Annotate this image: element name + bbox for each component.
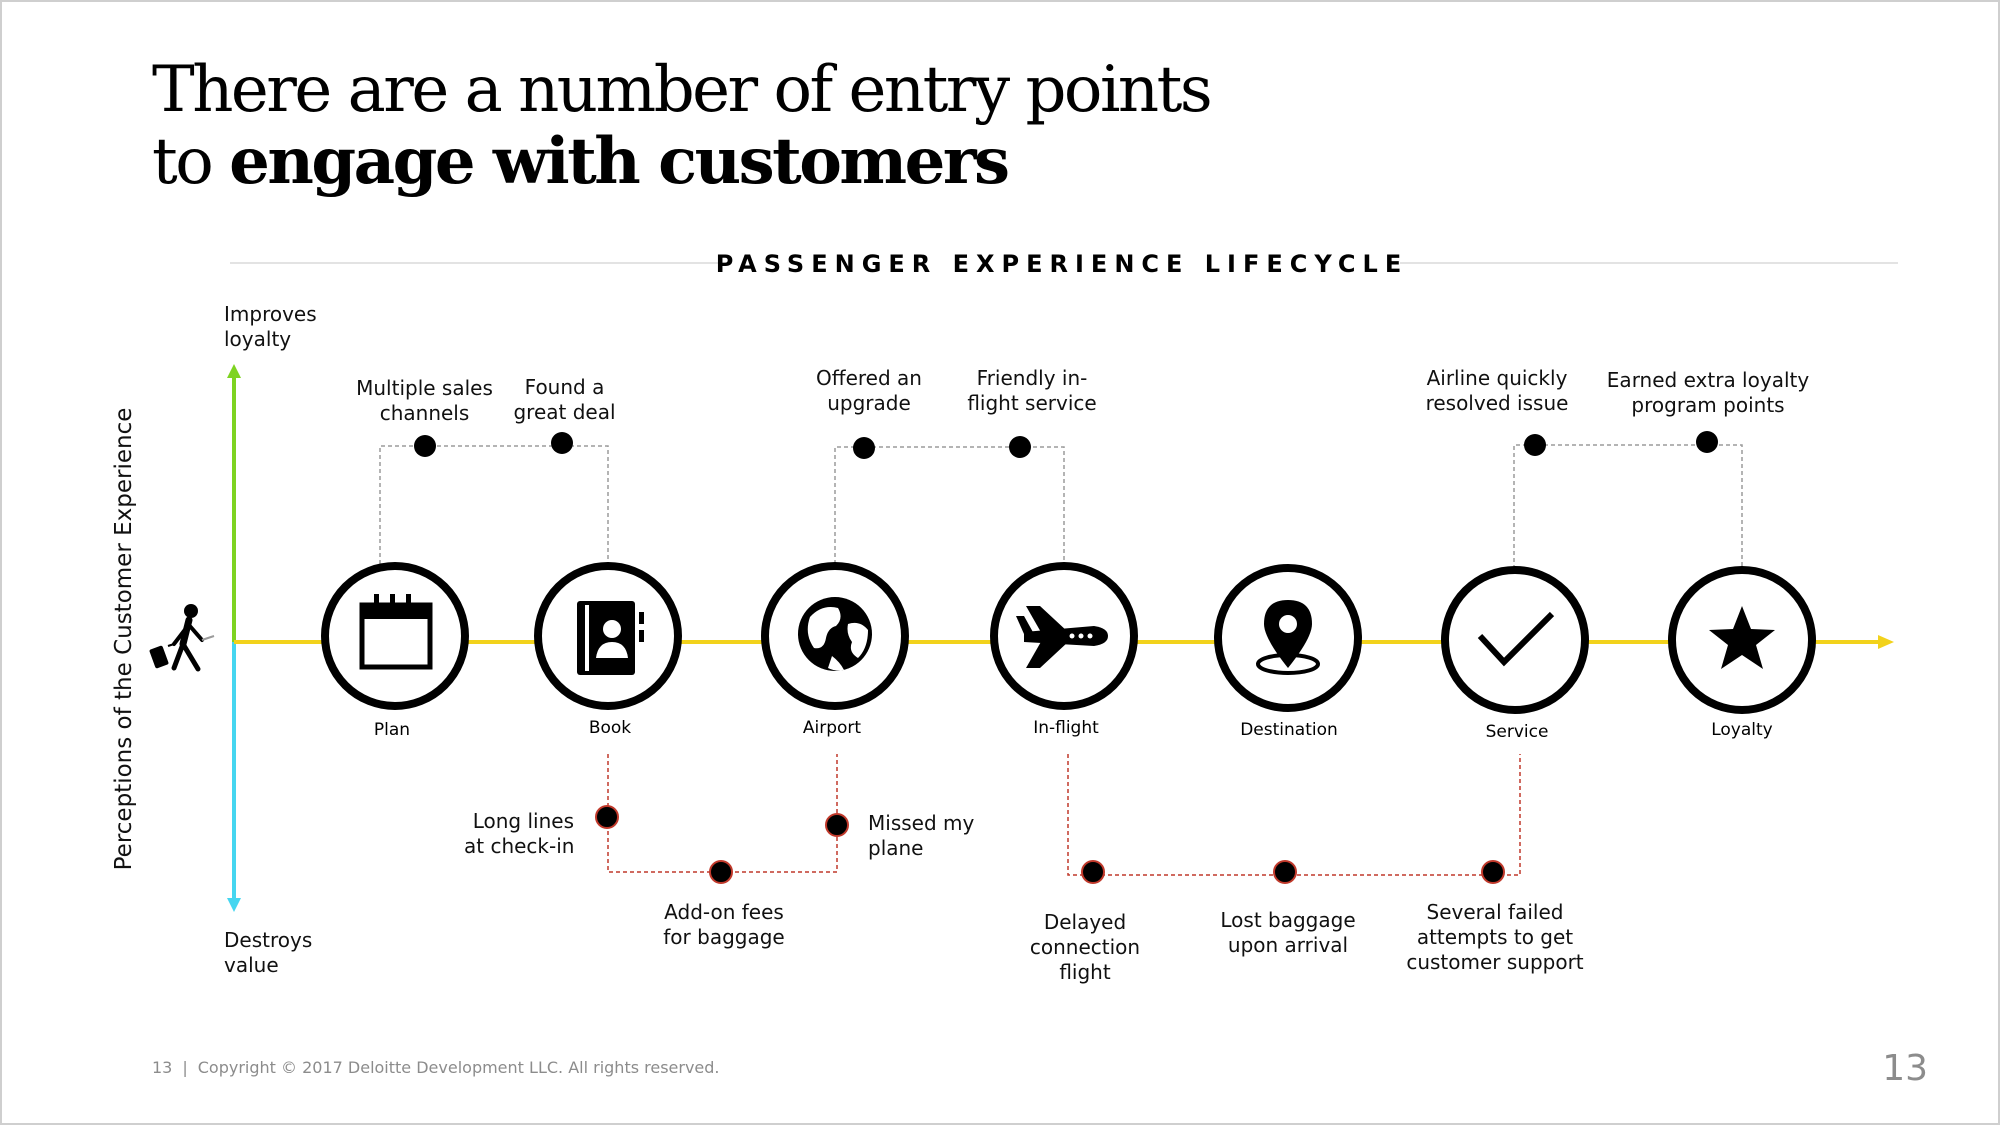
- positive-dot: [551, 432, 573, 454]
- page-number: 13: [1882, 1048, 1928, 1089]
- axis-down-arrow: [227, 898, 241, 912]
- positive-dot: [1009, 436, 1031, 458]
- negative-event-label: Lost baggage upon arrival: [1220, 908, 1356, 957]
- stage-label-service: Service: [1485, 722, 1549, 742]
- negative-dot: [825, 813, 849, 837]
- globe-icon: [798, 597, 872, 671]
- negative-connectors: [607, 754, 1521, 876]
- section-rule-left: [230, 262, 730, 264]
- footer-page: 13: [152, 1058, 173, 1077]
- stage-label-airport: Airport: [802, 718, 862, 738]
- airplane-icon: [1016, 606, 1108, 668]
- axis-bottom-label: Destroys value: [224, 928, 313, 977]
- negative-dots: [595, 805, 1505, 884]
- positive-dot: [1696, 431, 1718, 453]
- negative-event-label: Missed my plane: [868, 811, 975, 860]
- positive-dot: [414, 435, 436, 457]
- negative-event-label: Long lines at check-in: [464, 809, 575, 858]
- positive-event-label: Earned extra loyalty program points: [1606, 368, 1810, 417]
- positive-dots: [414, 431, 1718, 459]
- positive-dot: [1524, 434, 1546, 456]
- negative-event-label: Several failed attempts to get customer …: [1406, 900, 1584, 974]
- positive-connectors: [379, 444, 1743, 569]
- contact-book-icon: [577, 601, 644, 675]
- checkmark-icon: [1477, 611, 1555, 667]
- stage-label-plan: Plan: [373, 720, 411, 740]
- timeline-arrow: [1878, 635, 1894, 649]
- stage-label-inflight: In-flight: [1033, 718, 1099, 738]
- axis-top-label: Improves loyalty: [224, 302, 317, 351]
- map-pin-icon: [1256, 600, 1320, 675]
- positive-event-label: Found a great deal: [513, 375, 616, 424]
- positive-event-label: Airline quickly resolved issue: [1425, 366, 1569, 415]
- stage-circle-plan: [321, 562, 469, 710]
- stage-label-loyalty: Loyalty: [1711, 720, 1773, 740]
- star-icon: [1709, 606, 1775, 669]
- stage-label-destination: Destination: [1240, 720, 1338, 740]
- section-rule-right: [1400, 262, 1898, 264]
- positive-event-label: Friendly in- flight service: [967, 366, 1097, 415]
- positive-event-label: Multiple sales channels: [356, 376, 493, 425]
- negative-event-label: Delayed connection flight: [1029, 910, 1141, 984]
- section-title: PASSENGER EXPERIENCE LIFECYCLE: [715, 250, 1409, 278]
- y-axis-label: Perceptions of the Customer Experience: [111, 407, 137, 871]
- negative-event-label: Add-on fees for baggage: [663, 900, 785, 949]
- traveler-icon: [149, 604, 215, 672]
- stage-circles: [321, 562, 1816, 714]
- negative-dot: [1081, 860, 1105, 884]
- axis-up-arrow: [227, 364, 241, 378]
- footer: 13 | Copyright © 2017 Deloitte Development…: [152, 1058, 720, 1077]
- positive-dot: [853, 437, 875, 459]
- stage-label-book: Book: [588, 718, 632, 738]
- negative-dot: [709, 860, 733, 884]
- negative-dot: [1481, 860, 1505, 884]
- slide-title: There are a number of entry points to en…: [152, 53, 1213, 199]
- title-line-2-bold: engage with customers: [229, 124, 1010, 199]
- title-line-2-prefix: to: [152, 125, 230, 199]
- footer-copyright: Copyright © 2017 Deloitte Development LL…: [197, 1058, 720, 1077]
- footer-separator: |: [182, 1058, 188, 1077]
- stage-circle-service: [1441, 566, 1589, 714]
- title-line-1: There are a number of entry points: [152, 53, 1213, 127]
- title-line-2: to engage with customers: [152, 124, 1210, 199]
- negative-dot: [1273, 860, 1297, 884]
- calendar-icon: [359, 594, 433, 670]
- positive-event-label: Offered an upgrade: [816, 366, 922, 415]
- negative-dot: [595, 805, 619, 829]
